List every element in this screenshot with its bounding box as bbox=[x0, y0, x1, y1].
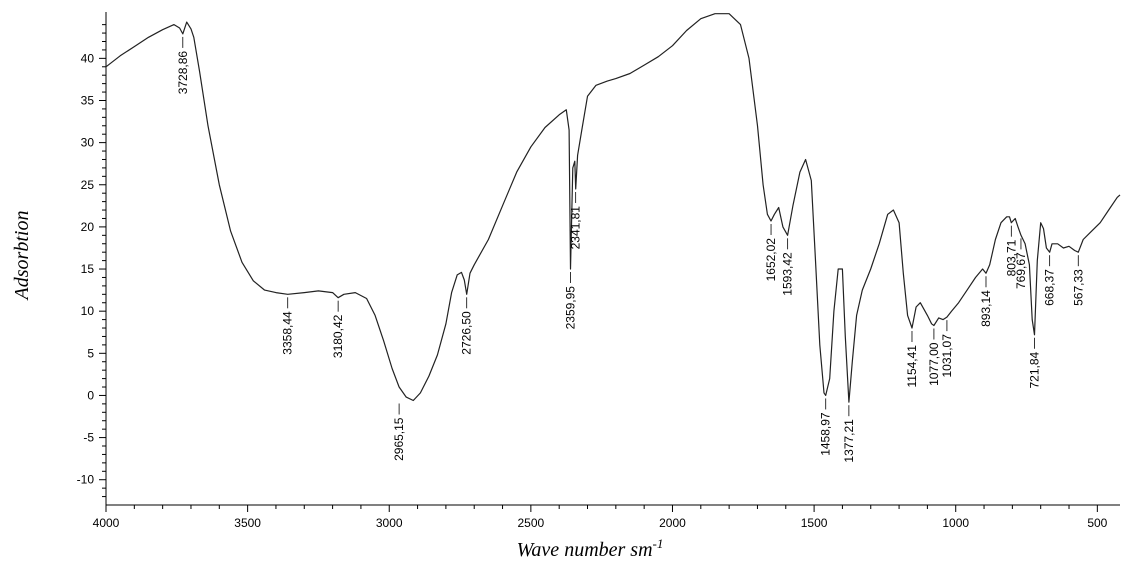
peak-label: 2341,81 bbox=[569, 206, 583, 250]
x-axis: 4000 3500 3000 2500 2000 1500 1000 500 bbox=[93, 505, 1108, 530]
x-tick-label: 3000 bbox=[376, 516, 403, 530]
y-tick-label: 25 bbox=[81, 178, 95, 192]
peak-label: 567,33 bbox=[1071, 269, 1085, 306]
peak-label: 893,14 bbox=[979, 290, 993, 327]
y-tick-label: -5 bbox=[83, 431, 94, 445]
y-tick-label: 20 bbox=[81, 220, 95, 234]
x-axis-title: Wave number sm-1 bbox=[517, 536, 664, 561]
y-tick-label: -10 bbox=[77, 473, 95, 487]
peak-label: 2726,50 bbox=[460, 311, 474, 355]
peak-label: 2965,15 bbox=[392, 417, 406, 461]
peak-label: 1154,41 bbox=[905, 345, 919, 388]
peak-label: 1652,02 bbox=[764, 238, 778, 282]
peak-label: 2359,95 bbox=[564, 286, 578, 330]
peak-label: 769,67 bbox=[1014, 252, 1028, 289]
y-tick-label: 15 bbox=[81, 262, 95, 276]
x-tick-label: 4000 bbox=[93, 516, 120, 530]
x-tick-label: 1000 bbox=[942, 516, 969, 530]
peak-label: 803,71 bbox=[1004, 239, 1018, 276]
peak-label: 1031,07 bbox=[940, 334, 954, 378]
x-tick-label: 3500 bbox=[234, 516, 261, 530]
y-tick-label: 0 bbox=[87, 388, 94, 402]
plot-frame bbox=[105, 12, 1120, 506]
peak-label: 721,84 bbox=[1028, 351, 1042, 388]
x-tick-label: 500 bbox=[1087, 516, 1107, 530]
y-axis: 40 35 30 25 20 15 10 5 0 -5 -10 bbox=[77, 24, 106, 498]
peak-label: 3728,86 bbox=[176, 51, 190, 95]
spectrum-line bbox=[105, 13, 1121, 403]
y-tick-label: 5 bbox=[87, 346, 94, 360]
peak-annotations: 3728,86 3358,44 3180,42 2965,15 2726,50 2359,… bbox=[176, 36, 1085, 463]
peak-label: 668,37 bbox=[1043, 269, 1057, 306]
x-axis-title-superscript: -1 bbox=[653, 536, 664, 551]
y-tick-label: 30 bbox=[81, 136, 95, 150]
x-axis-title-text: Wave number sm bbox=[517, 539, 653, 561]
x-tick-label: 1500 bbox=[801, 516, 828, 530]
peak-label: 1593,42 bbox=[781, 252, 795, 296]
peak-label: 1458,97 bbox=[819, 412, 833, 456]
peak-label: 3358,44 bbox=[281, 311, 295, 355]
peak-label: 1077,00 bbox=[927, 342, 941, 386]
peak-label: 3180,42 bbox=[331, 314, 345, 358]
x-tick-label: 2500 bbox=[518, 516, 545, 530]
y-tick-label: 35 bbox=[81, 93, 95, 107]
x-tick-label: 2000 bbox=[659, 516, 686, 530]
y-tick-label: 40 bbox=[81, 51, 95, 65]
y-axis-title: Adsorbtion bbox=[11, 211, 33, 302]
y-tick-label: 10 bbox=[81, 304, 95, 318]
peak-label: 1377,21 bbox=[842, 419, 856, 463]
